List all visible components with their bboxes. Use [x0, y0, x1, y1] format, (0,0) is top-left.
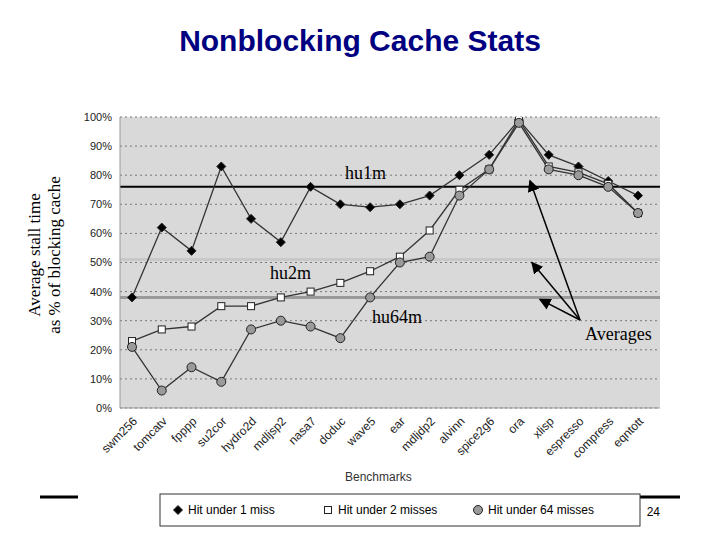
svg-text:Average stall time: Average stall time	[25, 193, 44, 316]
svg-text:0%: 0%	[96, 402, 112, 414]
svg-text:wave5: wave5	[343, 414, 378, 449]
svg-text:compress: compress	[570, 414, 617, 461]
svg-text:Averages: Averages	[585, 324, 652, 344]
svg-text:tomcatv: tomcatv	[130, 414, 170, 454]
svg-text:swm256: swm256	[99, 414, 141, 456]
svg-text:Hit under 2 misses: Hit under 2 misses	[338, 503, 437, 517]
svg-text:40%: 40%	[90, 286, 112, 298]
svg-text:Hit under 1 miss: Hit under 1 miss	[188, 503, 275, 517]
svg-text:xlisp: xlisp	[530, 414, 557, 442]
svg-text:60%: 60%	[90, 227, 112, 239]
svg-text:as % of blocking cache: as % of blocking cache	[45, 176, 64, 334]
svg-text:espresso: espresso	[542, 414, 587, 459]
svg-text:hu64m: hu64m	[372, 307, 422, 327]
svg-text:ora: ora	[505, 414, 527, 436]
svg-text:hu2m: hu2m	[270, 263, 311, 283]
svg-text:90%: 90%	[90, 140, 112, 152]
svg-text:10%: 10%	[90, 373, 112, 385]
svg-text:mdljsp2: mdljsp2	[250, 414, 289, 453]
svg-text:hu1m: hu1m	[345, 163, 386, 183]
svg-text:24: 24	[647, 505, 661, 519]
svg-text:spice2g6: spice2g6	[453, 414, 497, 458]
svg-text:nasa7: nasa7	[286, 414, 319, 447]
svg-text:ear: ear	[386, 414, 408, 436]
svg-text:hydro2d: hydro2d	[219, 414, 260, 455]
svg-text:70%: 70%	[90, 198, 112, 210]
html-text:Nonblocking Cache Stats: Nonblocking Cache Stats	[179, 24, 541, 57]
svg-text:20%: 20%	[90, 344, 112, 356]
svg-text:50%: 50%	[90, 256, 112, 268]
svg-text:doduc: doduc	[315, 414, 348, 447]
svg-text:su2cor: su2cor	[194, 414, 230, 450]
svg-text:fpppp: fpppp	[168, 414, 200, 446]
svg-text:30%: 30%	[90, 315, 112, 327]
svg-text:alvinn: alvinn	[435, 414, 468, 447]
svg-text:eqntott: eqntott	[610, 414, 646, 450]
svg-text:Hit under 64 misses: Hit under 64 misses	[488, 503, 594, 517]
svg-text:100%: 100%	[84, 111, 112, 123]
html-text:Benchmarks: Benchmarks	[345, 470, 412, 484]
svg-text:80%: 80%	[90, 169, 112, 181]
svg-text:mdljdp2: mdljdp2	[398, 414, 438, 454]
